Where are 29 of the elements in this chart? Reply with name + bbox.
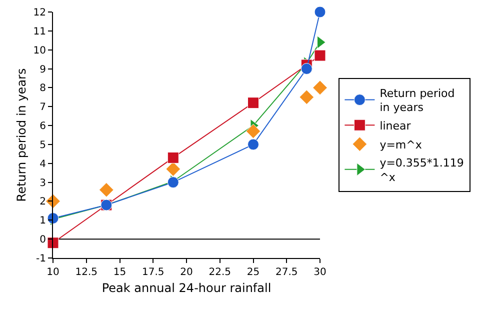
y-tick-label: 7 [40, 102, 46, 114]
x-tick-label: 12.5 [75, 267, 98, 278]
y-tick-label: 11 [33, 26, 46, 38]
x-tick-label: 20 [180, 267, 193, 278]
y-tick-label: 12 [33, 8, 46, 18]
x-tick-label: 17.5 [142, 267, 164, 278]
legend-label: linear [380, 119, 412, 132]
x-tick-label: 30 [314, 267, 326, 278]
x-tick-label: 25 [246, 267, 260, 278]
legend-label: y=0.355*1.119^x [380, 156, 464, 184]
legend-label: Return period in years [380, 86, 455, 114]
x-tick-label: 10 [46, 267, 60, 278]
y-tick-label: 3 [40, 178, 46, 189]
legend-label: y=m^x [380, 138, 422, 152]
x-axis-title: Peak annual 24-hour rainfall [102, 280, 272, 295]
y-tick-label: -1 [36, 254, 46, 264]
y-tick-label: 6 [40, 121, 46, 132]
y-tick-label: 10 [33, 45, 46, 56]
x-tick-label: 22.5 [208, 267, 232, 278]
y-tick-label: 2 [40, 196, 46, 208]
y-tick-label: 0 [40, 234, 46, 246]
x-tick-label: 15 [113, 267, 126, 278]
y-tick-label: 1 [40, 216, 46, 227]
y-tick-label: 5 [40, 140, 46, 151]
x-tick-label: 27.5 [275, 267, 298, 278]
y-axis-title: Return period in years [14, 68, 29, 202]
y-tick-label: 9 [40, 64, 46, 76]
y-tick-label: 4 [40, 158, 46, 170]
y-tick-label: 8 [40, 83, 46, 94]
